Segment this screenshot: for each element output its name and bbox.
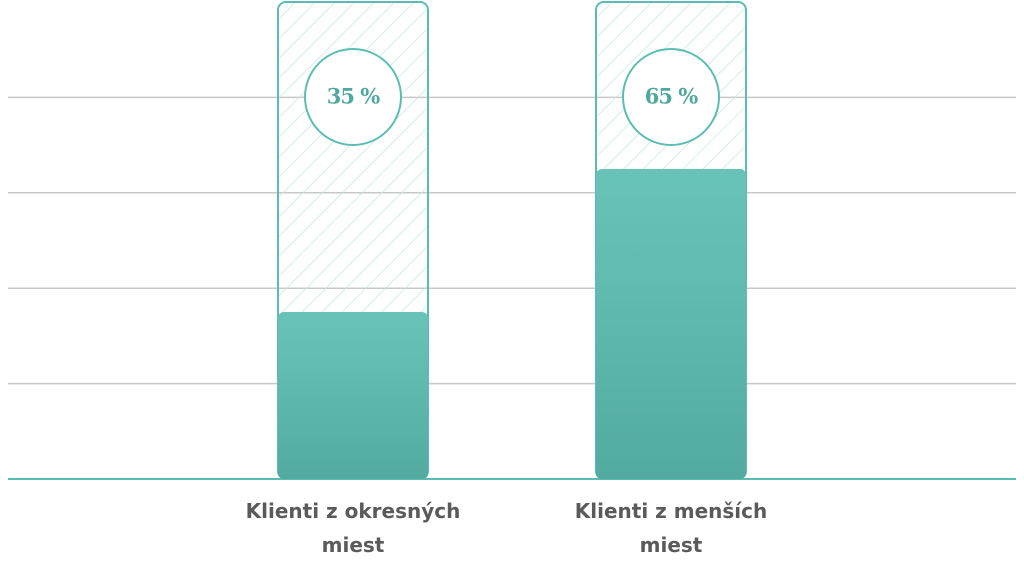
value-label: 35 % bbox=[327, 84, 381, 109]
value-badge bbox=[304, 48, 402, 146]
value-badge bbox=[622, 48, 720, 146]
bar-shade bbox=[278, 312, 428, 479]
x-tick-label: Klienti z okresných miest bbox=[245, 499, 461, 557]
value-label: 65 % bbox=[645, 84, 699, 109]
bar-shade bbox=[596, 168, 746, 479]
x-tick-label: Klienti z menších miest bbox=[574, 499, 768, 557]
